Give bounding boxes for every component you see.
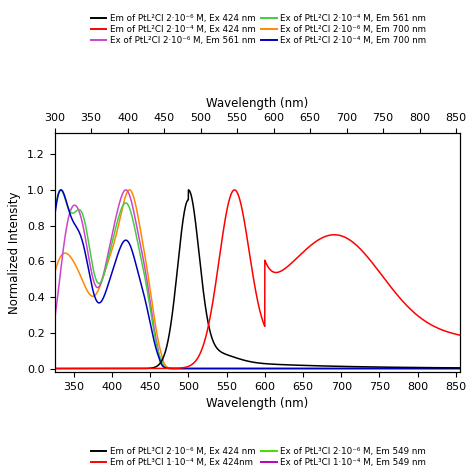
X-axis label: Wavelength (nm): Wavelength (nm) (206, 397, 308, 410)
Legend: Em of PtL³Cl 2·10⁻⁶ M, Ex 424 nm, Em of PtL³Cl 1·10⁻⁴ M, Ex 424nm, Ex of PtL³Cl : Em of PtL³Cl 2·10⁻⁶ M, Ex 424 nm, Em of … (91, 447, 426, 467)
X-axis label: Wavelength (nm): Wavelength (nm) (206, 98, 308, 110)
Y-axis label: Normalized Intensity: Normalized Intensity (9, 191, 21, 314)
Legend: Em of PtL²Cl 2·10⁻⁶ M, Ex 424 nm, Em of PtL²Cl 2·10⁻⁴ M, Ex 424 nm, Ex of PtL²Cl: Em of PtL²Cl 2·10⁻⁶ M, Ex 424 nm, Em of … (91, 14, 426, 45)
